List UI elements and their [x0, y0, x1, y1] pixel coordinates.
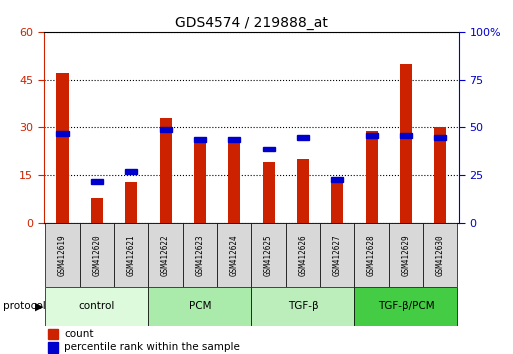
Bar [320, 223, 354, 287]
Bar [48, 329, 58, 339]
Text: GSM412628: GSM412628 [367, 234, 376, 276]
Bar [263, 162, 274, 223]
Text: GSM412629: GSM412629 [401, 234, 410, 276]
Text: GDS4574 / 219888_at: GDS4574 / 219888_at [175, 16, 328, 30]
Bar [434, 135, 446, 140]
Text: GSM412620: GSM412620 [92, 234, 102, 276]
Bar [48, 342, 58, 353]
Bar [366, 133, 378, 138]
Text: protocol: protocol [3, 301, 45, 311]
Text: GSM412622: GSM412622 [161, 234, 170, 276]
Bar [45, 223, 80, 287]
Bar [366, 131, 378, 223]
Bar [331, 178, 343, 223]
Bar [286, 223, 320, 287]
Text: TGF-β/PCM: TGF-β/PCM [378, 301, 434, 311]
Bar [331, 177, 343, 182]
Text: GSM412619: GSM412619 [58, 234, 67, 276]
Bar [217, 223, 251, 287]
Bar [354, 287, 458, 326]
Bar [251, 287, 354, 326]
Bar [297, 159, 309, 223]
Bar [114, 223, 148, 287]
Text: TGF-β: TGF-β [288, 301, 318, 311]
Bar [125, 170, 137, 174]
Text: GSM412623: GSM412623 [195, 234, 204, 276]
Bar [56, 131, 69, 136]
Bar [56, 73, 69, 223]
Bar [91, 179, 103, 184]
Bar [183, 223, 217, 287]
Bar [194, 137, 206, 142]
Text: GSM412627: GSM412627 [333, 234, 342, 276]
Bar [125, 182, 137, 223]
Text: PCM: PCM [189, 301, 211, 311]
Bar [228, 137, 240, 142]
Bar [263, 147, 274, 152]
Text: GSM412626: GSM412626 [299, 234, 307, 276]
Bar [297, 135, 309, 140]
Text: percentile rank within the sample: percentile rank within the sample [65, 342, 240, 352]
Text: GSM412625: GSM412625 [264, 234, 273, 276]
Bar [160, 118, 171, 223]
Bar [148, 223, 183, 287]
Bar [148, 287, 251, 326]
Bar [91, 198, 103, 223]
Bar [251, 223, 286, 287]
Bar [423, 223, 458, 287]
Bar [45, 287, 148, 326]
Text: GSM412621: GSM412621 [127, 234, 135, 276]
Bar [400, 64, 412, 223]
Text: ▶: ▶ [35, 301, 44, 311]
Bar [389, 223, 423, 287]
Bar [80, 223, 114, 287]
Bar [228, 140, 240, 223]
Text: control: control [78, 301, 115, 311]
Bar [434, 127, 446, 223]
Bar [194, 143, 206, 223]
Bar [354, 223, 389, 287]
Bar [400, 133, 412, 138]
Text: GSM412630: GSM412630 [436, 234, 445, 276]
Text: GSM412624: GSM412624 [230, 234, 239, 276]
Text: count: count [65, 329, 94, 339]
Bar [160, 127, 171, 132]
